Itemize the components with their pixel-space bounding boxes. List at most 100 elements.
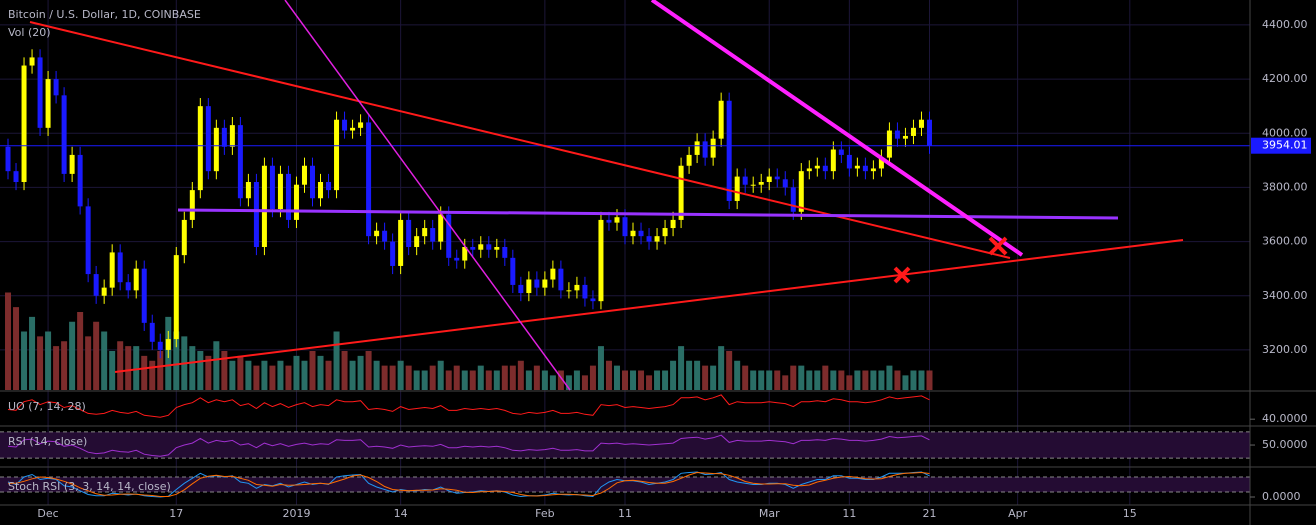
candle-body — [822, 165, 828, 172]
volume-bar — [117, 341, 124, 390]
volume-bar — [830, 370, 837, 390]
volume-bar — [237, 355, 244, 390]
volume-bar — [870, 370, 877, 390]
volume-bar — [525, 370, 532, 390]
volume-bar — [45, 331, 52, 390]
candle-body — [85, 206, 91, 275]
candle-body — [310, 165, 315, 199]
trend-line — [284, 0, 571, 391]
candle-body — [702, 141, 708, 158]
y-tick-label: 3600.00 — [1262, 235, 1308, 248]
volume-bar — [774, 370, 781, 390]
candle-body — [61, 95, 67, 174]
volume-bar — [726, 351, 733, 390]
volume-bar — [622, 370, 628, 390]
volume-bar — [678, 346, 685, 390]
candle-body — [462, 247, 468, 261]
candle-body — [37, 57, 43, 128]
trend-line — [29, 21, 1011, 259]
volume-bar — [269, 365, 276, 390]
candle-body — [277, 173, 283, 210]
candle-body — [838, 149, 844, 155]
volume-bar — [581, 375, 588, 390]
candle-body — [245, 182, 251, 199]
volume-bar — [718, 346, 725, 390]
volume-bar — [149, 360, 156, 390]
candle-body — [582, 284, 588, 299]
candle-body — [646, 236, 652, 242]
candle-body — [774, 176, 780, 180]
x-marker — [988, 236, 1008, 256]
candle-body — [518, 284, 524, 294]
y-tick-label: 40.0000 — [1262, 412, 1308, 425]
candle-body — [149, 322, 155, 342]
volume-bar — [597, 346, 604, 390]
level-band — [0, 477, 1250, 492]
volume-bar — [918, 370, 925, 390]
axis-labels: Dec 17 2019 14 Feb 11 Mar 11 21 Apr 15 3200.00 3400.… — [37, 18, 1311, 520]
candle-body — [181, 219, 187, 256]
candle-body — [590, 298, 596, 302]
candle-body — [261, 165, 267, 247]
volume-bar — [766, 370, 773, 390]
candle-body — [734, 176, 740, 201]
indicator-line — [7, 394, 930, 418]
candle-body — [510, 257, 516, 285]
volume-bar — [453, 365, 460, 390]
volume-bar — [854, 370, 861, 390]
candle-body — [350, 127, 356, 131]
volume-bar — [37, 336, 44, 390]
volume-bar — [341, 351, 348, 390]
candle-body — [334, 119, 340, 191]
y-tick-label: 3200.00 — [1262, 343, 1308, 356]
trend-line — [650, 0, 1024, 257]
candle-body — [798, 171, 804, 212]
y-tick-label: 0.0000 — [1262, 490, 1301, 503]
candle-body — [534, 279, 540, 288]
candle-body — [558, 268, 564, 291]
volume-bar — [846, 375, 853, 390]
volume-bar — [485, 370, 492, 390]
candle-body — [366, 122, 372, 237]
candle-body — [205, 106, 211, 172]
indicator-label: Stoch RSI (3, 3, 14, 14, close) — [8, 480, 171, 493]
volume-bar — [517, 360, 524, 390]
volume-bar — [197, 351, 204, 390]
volume-bar — [557, 370, 564, 390]
x-marker — [893, 266, 911, 284]
candle-body — [894, 130, 900, 139]
volume-bar — [501, 365, 508, 390]
candle-body — [654, 236, 660, 242]
volume-bar — [646, 375, 653, 390]
candle-body — [141, 268, 147, 323]
volume-bar — [862, 370, 869, 390]
candle-body — [926, 119, 932, 146]
volume-bar — [13, 307, 20, 390]
volume-bar — [413, 370, 420, 390]
candle-body — [5, 146, 11, 172]
volume-bar — [605, 360, 612, 390]
volume-bar — [814, 370, 821, 390]
candle-body — [918, 119, 924, 128]
volume-bar — [309, 351, 316, 390]
trend-line — [114, 239, 1184, 373]
volume-bar — [125, 346, 132, 390]
volume-bar — [373, 360, 380, 390]
candle-body — [670, 219, 676, 229]
volume-bar — [822, 365, 829, 390]
candle-body — [662, 228, 668, 237]
x-tick-label: Apr — [1008, 507, 1028, 520]
candle-body — [598, 219, 604, 302]
candle-body — [678, 165, 684, 220]
volume-bar — [662, 370, 669, 390]
volume-bar — [686, 360, 693, 390]
last-price-label: 3954.01 — [1262, 139, 1308, 152]
candle-body — [854, 165, 860, 169]
candle-body — [830, 149, 836, 172]
candle-body — [326, 182, 332, 191]
volume-bar — [477, 365, 484, 390]
candle-body — [293, 184, 299, 220]
drawings — [29, 0, 1184, 391]
candle-body — [606, 219, 612, 223]
